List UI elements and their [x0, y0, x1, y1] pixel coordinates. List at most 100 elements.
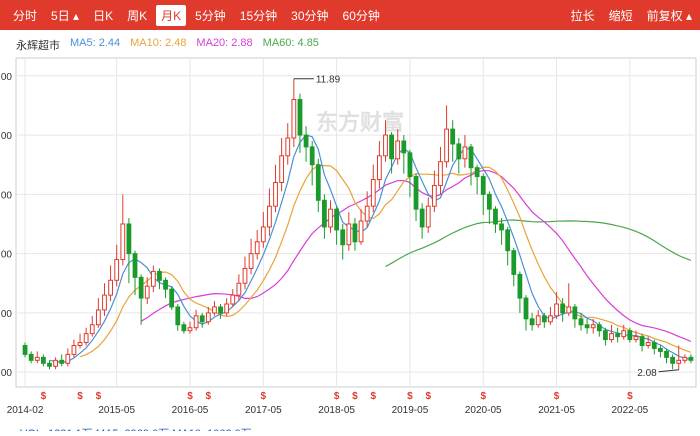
x-tick-label: 2016-05 — [172, 405, 209, 416]
x-tick-label: 2021-05 — [538, 405, 575, 416]
candle-body — [236, 282, 242, 296]
candle-body — [615, 333, 621, 338]
candle-body — [444, 128, 449, 163]
candle-body — [584, 324, 590, 329]
candle-body — [59, 359, 65, 364]
candle-body — [431, 184, 437, 207]
candle-body — [346, 223, 352, 246]
candle-body — [370, 179, 376, 207]
candle-body — [334, 208, 340, 231]
candle-body — [651, 342, 657, 349]
tab-0[interactable]: 分时 — [13, 8, 38, 23]
candle-body — [267, 205, 272, 228]
candle-body — [603, 330, 608, 341]
candle-body — [71, 345, 77, 355]
candle-body — [358, 220, 364, 243]
candle-body — [505, 229, 511, 252]
candle-body — [389, 134, 394, 160]
kline-svg[interactable]: 2.00 4.00 6.00 8.00 10.00 12.00 2014-02 2015-05… — [0, 52, 700, 436]
candle-body — [328, 208, 333, 228]
candle-body — [22, 345, 28, 355]
x-tick-label: 2020-05 — [465, 405, 502, 416]
candle-body — [658, 347, 663, 352]
candle-body — [95, 309, 101, 326]
y-tick-label: 10.00 — [0, 131, 12, 142]
dividend-marker: $ — [627, 391, 633, 402]
dividend-marker: $ — [41, 391, 47, 402]
dividend-marker: $ — [187, 391, 193, 402]
candle-body — [438, 161, 443, 186]
candle-body — [425, 205, 431, 228]
ma20-value: MA20: 2.88 — [196, 37, 253, 49]
y-tick-label: 12.00 — [0, 72, 12, 83]
stock-name: 永辉超市 — [16, 40, 60, 52]
candle-body — [138, 276, 144, 299]
candle-body — [493, 208, 498, 225]
candle-body — [670, 356, 676, 364]
candle-body — [175, 306, 181, 326]
candle-body — [120, 223, 126, 261]
candle-body — [364, 205, 370, 222]
candle-body — [224, 303, 230, 314]
candle-body — [468, 146, 474, 169]
candle-body — [621, 330, 627, 338]
candle-body — [279, 155, 285, 183]
period-tabs: 分时 5日 ▴ 日K 周K 月K 5分钟 15分钟 30分钟 60分钟 — [8, 0, 385, 30]
x-tick-label: 2022-05 — [612, 405, 649, 416]
candle-body — [297, 98, 303, 136]
candle-body — [303, 134, 309, 148]
ma-legend: 永辉超市 MA5: 2.44 MA10: 2.48 MA20: 2.88 MA6… — [16, 37, 319, 53]
candle-body — [383, 134, 388, 157]
candle-body — [254, 241, 260, 255]
candle-body — [315, 164, 321, 201]
candle-body — [340, 229, 346, 246]
candle-body — [102, 294, 107, 311]
candle-body — [554, 303, 559, 317]
candle-body — [462, 146, 468, 160]
tab-6[interactable]: 15分钟 — [239, 8, 278, 23]
tab-3[interactable]: 周K — [127, 8, 148, 23]
low-label: 2.08 — [637, 368, 657, 379]
candle-body — [529, 318, 535, 326]
x-tick-label: 2018-05 — [318, 405, 355, 416]
candle-body — [181, 324, 187, 332]
candle-body — [590, 324, 596, 329]
ma60-line — [385, 219, 692, 268]
toolbar-button-2[interactable]: 前复权 ▴ — [646, 8, 692, 23]
tab-8[interactable]: 60分钟 — [342, 8, 380, 23]
x-tick-label: 2017-05 — [245, 405, 282, 416]
toolbar-button-0[interactable]: 拉长 — [570, 8, 595, 23]
candle-body — [407, 152, 413, 178]
candle-body — [132, 253, 138, 278]
low-pointer — [658, 369, 679, 373]
candle-body — [47, 362, 52, 367]
tab-5[interactable]: 5分钟 — [195, 8, 226, 23]
candle-body — [596, 324, 602, 332]
candle-body — [456, 143, 462, 160]
candle-body — [150, 270, 156, 287]
candle-body — [40, 356, 46, 364]
dividend-marker: $ — [554, 391, 560, 402]
candle-body — [77, 342, 83, 347]
candle-body — [260, 226, 266, 243]
dividend-marker: $ — [407, 391, 413, 402]
candle-body — [193, 315, 199, 329]
candle-body — [205, 312, 211, 323]
tab-2[interactable]: 日K — [93, 8, 114, 23]
ma10-line — [79, 165, 692, 358]
toolbar-button-1[interactable]: 缩短 — [608, 8, 633, 23]
period-toolbar: 分时 5日 ▴ 日K 周K 月K 5分钟 15分钟 30分钟 60分钟 拉长 缩短 前复权 ▴ — [0, 0, 700, 30]
tab-1[interactable]: 5日 ▴ — [51, 8, 80, 23]
dividend-marker: $ — [96, 391, 102, 402]
candle-body — [376, 155, 382, 181]
tab-4[interactable]: 月K — [156, 4, 187, 26]
dividend-marker: $ — [370, 391, 376, 402]
candle-body — [126, 223, 132, 255]
candle-body — [401, 140, 407, 154]
y-tick-label: 8.00 — [0, 190, 12, 201]
tab-7[interactable]: 30分钟 — [291, 8, 329, 23]
candle-body — [157, 270, 162, 281]
candle-body — [535, 315, 541, 326]
x-tick-label: 2014-02 — [7, 405, 44, 416]
dividend-marker: $ — [352, 391, 358, 402]
